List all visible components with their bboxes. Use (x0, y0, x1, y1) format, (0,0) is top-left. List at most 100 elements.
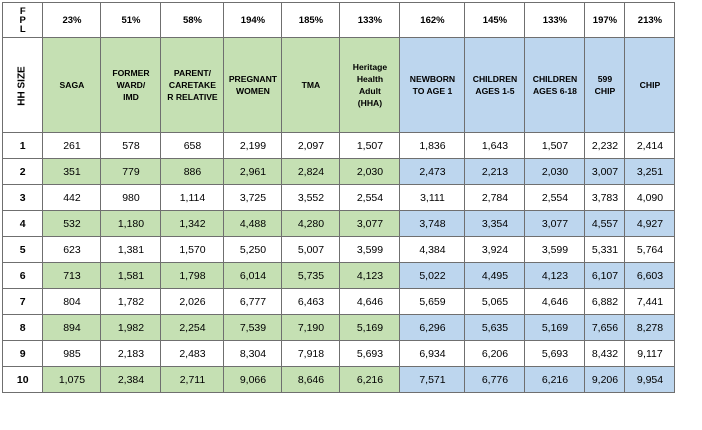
fpl-percent-cell: 194% (223, 2, 283, 38)
income-value-cell: 3,748 (399, 210, 466, 237)
income-value-cell: 351 (42, 158, 102, 185)
income-value-cell: 886 (160, 158, 225, 185)
income-value-cell: 4,090 (624, 184, 676, 211)
table-row: 8 894 1,982 2,254 7,539 7,190 5,169 6,296 5,635 5… (1, 314, 676, 341)
income-value-cell: 3,783 (584, 184, 626, 211)
income-value-cell: 4,384 (399, 236, 466, 263)
income-value-cell: 8,304 (223, 340, 283, 367)
income-value-cell: 7,441 (624, 288, 676, 315)
income-table-container: F P L 23% 51% 58% 194% 185% 133% 162% 145% 133% 1… (1, 2, 676, 393)
income-value-cell: 2,483 (160, 340, 225, 367)
income-value-cell: 9,206 (584, 366, 626, 393)
income-value-cell: 5,022 (399, 262, 466, 289)
income-value-cell: 6,216 (339, 366, 401, 393)
program-header-label-line: Adult (358, 86, 381, 96)
income-value-cell: 3,599 (524, 236, 586, 263)
household-size-cell: 1 (1, 132, 44, 159)
income-value-cell: 532 (42, 210, 102, 237)
program-header-label-line: 599 (597, 74, 613, 84)
income-value-cell: 2,199 (223, 132, 283, 159)
income-value-cell: 2,254 (160, 314, 225, 341)
program-header-label-line: WARD/ (116, 80, 146, 90)
income-value-cell: 6,216 (524, 366, 586, 393)
income-value-cell: 2,961 (223, 158, 283, 185)
table-row: 7 804 1,782 2,026 6,777 6,463 4,646 5,659 5,065 4… (1, 288, 676, 315)
program-header-row: HH SIZE SAGA FORMER WARD/IMD PARENT/CARETAK… (1, 37, 676, 133)
income-value-cell: 658 (160, 132, 225, 159)
income-value-cell: 9,954 (624, 366, 676, 393)
program-header-label-line: NEWBORN (409, 74, 456, 84)
income-value-cell: 6,206 (464, 340, 526, 367)
income-value-cell: 3,111 (399, 184, 466, 211)
program-header-label-line: PREGNANT (228, 74, 278, 84)
program-header-label-line: CHIP (594, 86, 616, 96)
income-value-cell: 7,918 (281, 340, 341, 367)
income-value-cell: 5,169 (339, 314, 401, 341)
income-value-cell: 2,232 (584, 132, 626, 159)
program-header-cell: 599 CHIP (584, 37, 626, 133)
hh-size-label: HH SIZE (16, 65, 28, 106)
income-value-cell: 4,123 (524, 262, 586, 289)
income-value-cell: 6,777 (223, 288, 283, 315)
income-value-cell: 894 (42, 314, 102, 341)
income-value-cell: 8,646 (281, 366, 341, 393)
program-header-label-line: PARENT/ (173, 68, 211, 78)
income-value-cell: 2,384 (100, 366, 162, 393)
program-header-cell: TMA (281, 37, 341, 133)
income-value-cell: 7,539 (223, 314, 283, 341)
household-size-cell: 4 (1, 210, 44, 237)
income-value-cell: 1,075 (42, 366, 102, 393)
income-value-cell: 1,570 (160, 236, 225, 263)
income-value-cell: 2,183 (100, 340, 162, 367)
income-value-cell: 578 (100, 132, 162, 159)
fpl-percent-cell: 185% (281, 2, 341, 38)
program-header-label-line: (HHA) (357, 98, 383, 108)
income-value-cell: 5,007 (281, 236, 341, 263)
income-value-cell: 3,251 (624, 158, 676, 185)
program-header-cell: PARENT/CARETAKE R RELATIVE (160, 37, 225, 133)
fpl-percent-cell: 58% (160, 2, 225, 38)
program-header-cell: FORMER WARD/IMD (100, 37, 162, 133)
income-value-cell: 1,342 (160, 210, 225, 237)
income-value-cell: 2,711 (160, 366, 225, 393)
income-value-cell: 2,213 (464, 158, 526, 185)
fpl-percent-cell: 133% (524, 2, 586, 38)
income-value-cell: 5,764 (624, 236, 676, 263)
income-value-cell: 8,432 (584, 340, 626, 367)
household-size-cell: 10 (1, 366, 44, 393)
income-value-cell: 980 (100, 184, 162, 211)
income-value-cell: 442 (42, 184, 102, 211)
income-value-cell: 1,381 (100, 236, 162, 263)
table-row: 10 1,075 2,384 2,711 9,066 8,646 6,216 7,571 6,7… (1, 366, 676, 393)
income-value-cell: 4,495 (464, 262, 526, 289)
income-value-cell: 5,331 (584, 236, 626, 263)
program-header-label-line: AGES 6-18 (532, 86, 577, 96)
income-value-cell: 5,065 (464, 288, 526, 315)
program-header-label-line: TMA (301, 80, 321, 90)
program-header-label-line: FORMER (112, 68, 150, 78)
income-value-cell: 3,552 (281, 184, 341, 211)
program-header-cell: CHILDREN AGES 1-5 (464, 37, 526, 133)
table-row: 9 985 2,183 2,483 8,304 7,918 5,693 6,934 6,206 5… (1, 340, 676, 367)
income-value-cell: 1,180 (100, 210, 162, 237)
income-value-cell: 1,782 (100, 288, 162, 315)
income-value-cell: 1,798 (160, 262, 225, 289)
income-value-cell: 4,927 (624, 210, 676, 237)
corner-letter-f: F (19, 5, 26, 17)
income-value-cell: 779 (100, 158, 162, 185)
income-value-cell: 5,659 (399, 288, 466, 315)
fpl-percent-cell: 23% (42, 2, 102, 38)
income-value-cell: 4,488 (223, 210, 283, 237)
income-value-cell: 4,280 (281, 210, 341, 237)
income-value-cell: 3,599 (339, 236, 401, 263)
income-value-cell: 4,646 (339, 288, 401, 315)
hh-size-header: HH SIZE (1, 37, 44, 133)
income-value-cell: 1,643 (464, 132, 526, 159)
income-value-cell: 1,581 (100, 262, 162, 289)
household-size-cell: 5 (1, 236, 44, 263)
household-size-cell: 8 (1, 314, 44, 341)
income-value-cell: 6,296 (399, 314, 466, 341)
table-row: 4 532 1,180 1,342 4,488 4,280 3,077 3,748 3,354 3… (1, 210, 676, 237)
income-value-cell: 4,123 (339, 262, 401, 289)
income-value-cell: 2,784 (464, 184, 526, 211)
